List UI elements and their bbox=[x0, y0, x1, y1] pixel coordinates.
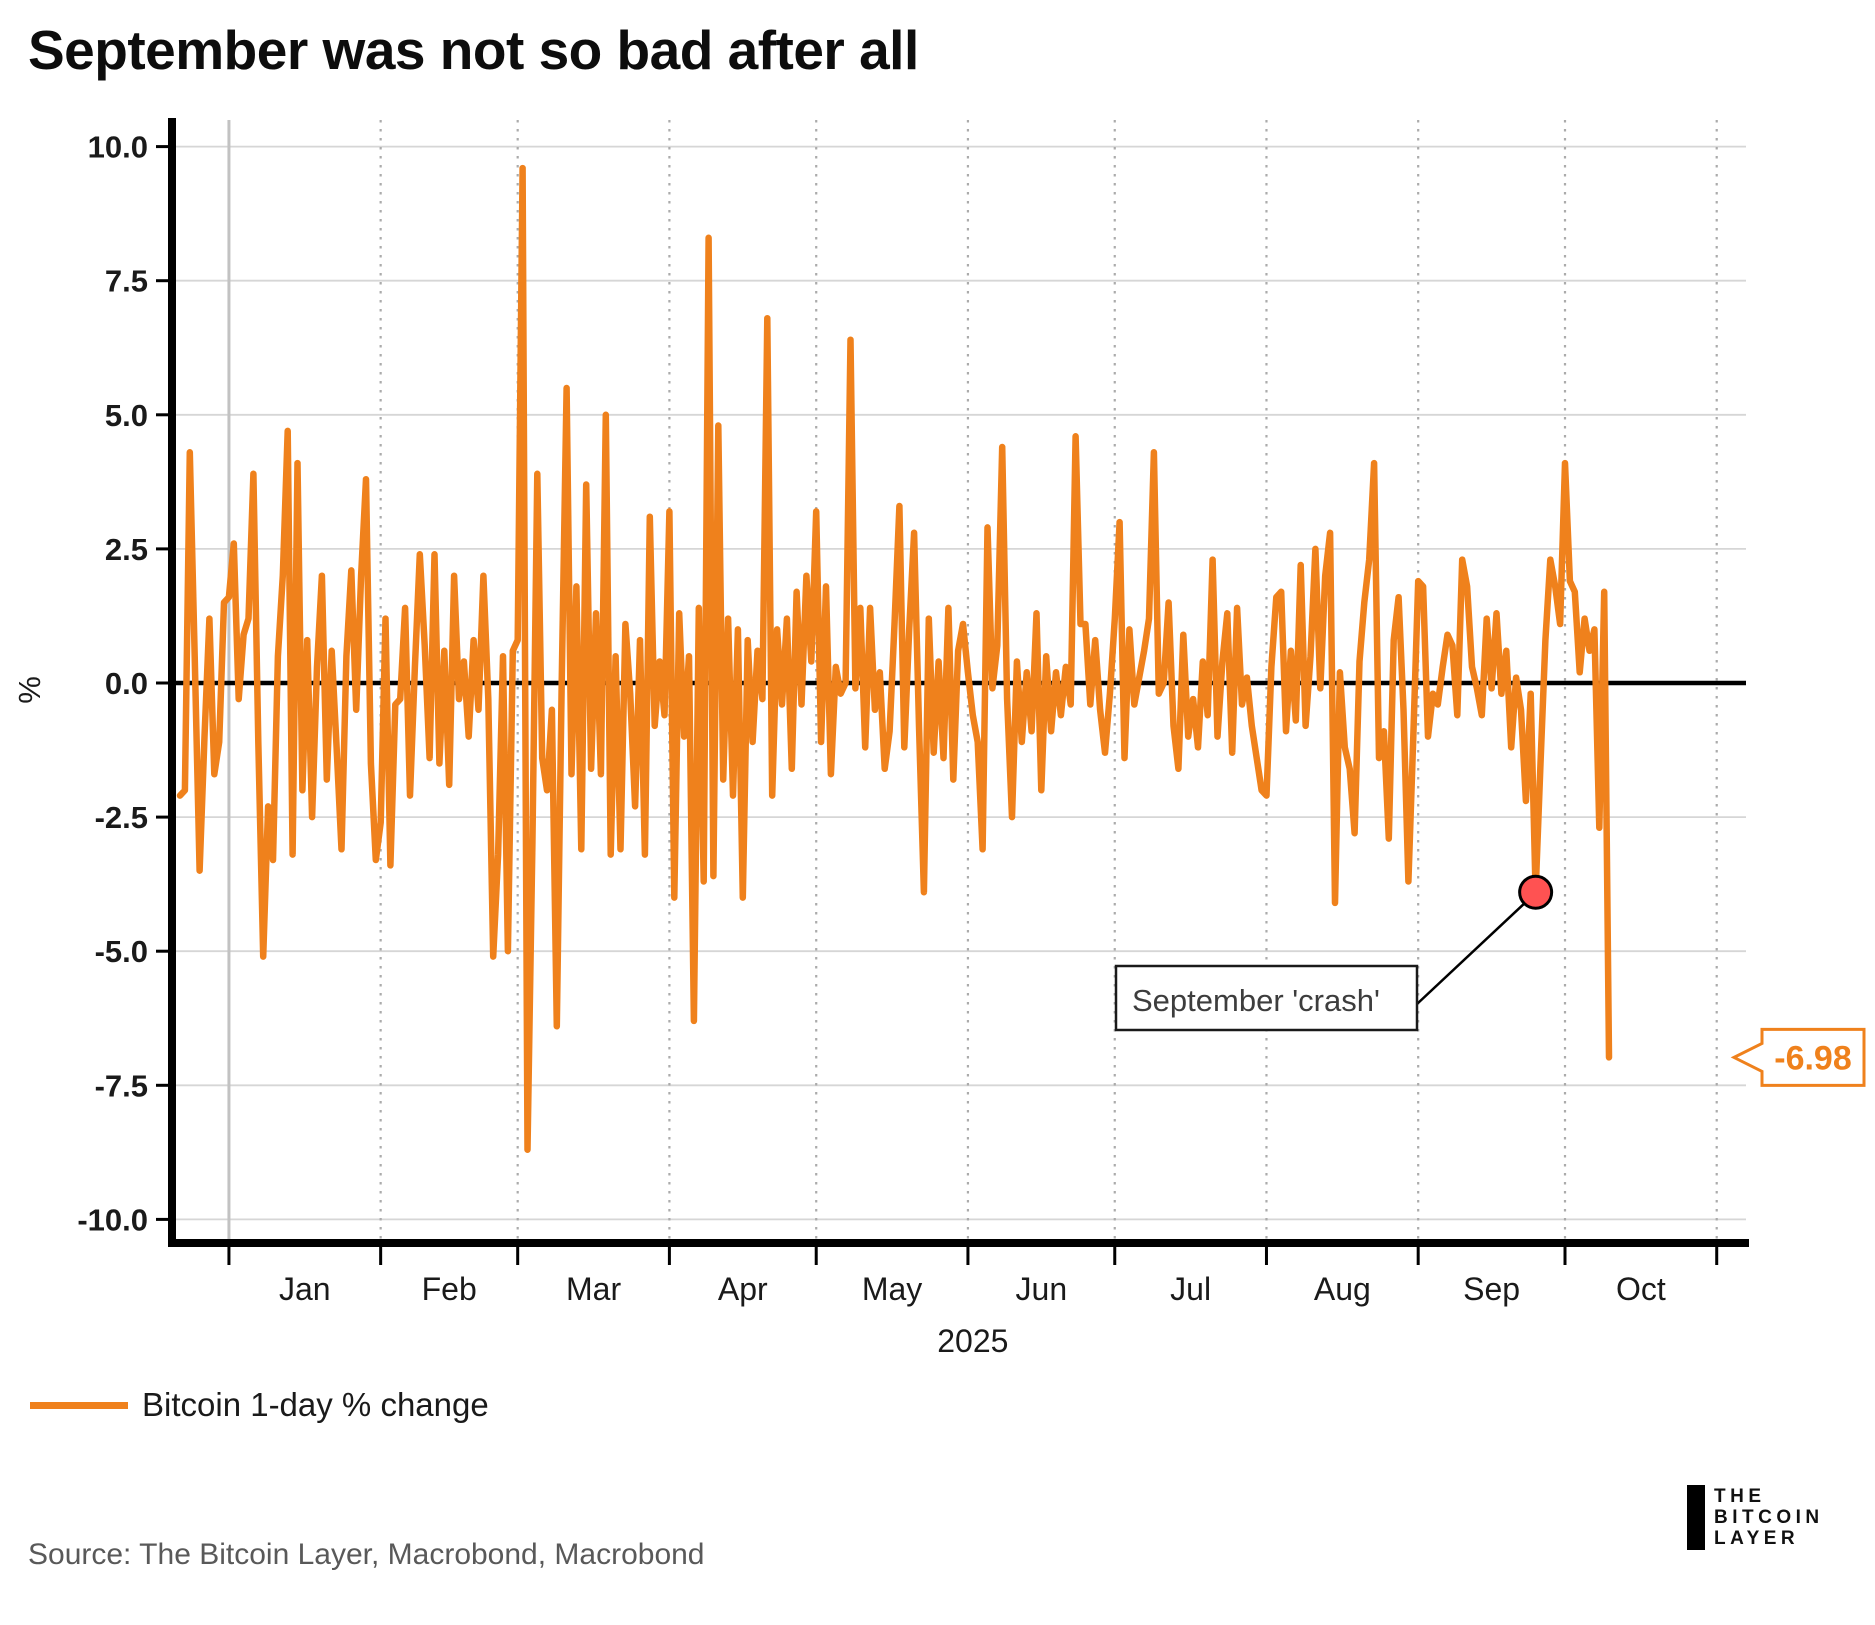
chart-legend: Bitcoin 1-day % change bbox=[30, 1386, 489, 1424]
bitcoin-series-line bbox=[176, 164, 1613, 1153]
legend-line-swatch bbox=[30, 1401, 128, 1409]
logo-text: THE BITCOIN LAYER bbox=[1714, 1485, 1824, 1550]
y-axis-title: % bbox=[12, 676, 47, 704]
logo-line-2: BITCOIN bbox=[1714, 1507, 1824, 1528]
y-tick-label: 10.0 bbox=[88, 130, 148, 165]
x-axis-year-label: 2025 bbox=[937, 1323, 1008, 1359]
x-tick-label: Mar bbox=[566, 1271, 621, 1307]
x-tick-label: Aug bbox=[1314, 1271, 1371, 1307]
x-tick-label: Jun bbox=[1016, 1271, 1068, 1307]
logo-line-1: THE bbox=[1714, 1486, 1766, 1507]
x-tick-label: Jul bbox=[1170, 1271, 1211, 1307]
x-tick-label: Apr bbox=[718, 1271, 768, 1307]
source-text: Source: The Bitcoin Layer, Macrobond, Ma… bbox=[28, 1538, 705, 1571]
y-tick-label: 5.0 bbox=[105, 398, 148, 433]
y-tick-label: -5.0 bbox=[95, 934, 148, 969]
legend-label: Bitcoin 1-day % change bbox=[142, 1386, 489, 1423]
last-value-text: -6.98 bbox=[1774, 1039, 1852, 1077]
y-tick-label: 0.0 bbox=[105, 666, 148, 701]
crash-annotation-text: September 'crash' bbox=[1132, 983, 1380, 1018]
y-tick-label: -2.5 bbox=[95, 800, 148, 835]
y-tick-label: -7.5 bbox=[95, 1068, 148, 1103]
y-tick-label: -10.0 bbox=[77, 1202, 148, 1237]
x-tick-label: May bbox=[862, 1271, 922, 1307]
y-tick-label: 7.5 bbox=[105, 264, 148, 299]
y-tick-label: 2.5 bbox=[105, 532, 148, 567]
x-tick-label: Sep bbox=[1463, 1271, 1520, 1307]
crash-point-dot bbox=[1518, 874, 1554, 910]
crash-callout-line bbox=[1416, 902, 1526, 1005]
x-tick-label: Feb bbox=[422, 1271, 477, 1307]
crash-annotation-box bbox=[1114, 964, 1419, 1032]
logo-line-3: LAYER bbox=[1714, 1528, 1800, 1549]
logo-bar-icon bbox=[1687, 1485, 1705, 1550]
bitcoin-layer-logo: THE BITCOIN LAYER bbox=[1687, 1485, 1824, 1550]
x-tick-label: Oct bbox=[1616, 1271, 1666, 1307]
x-tick-label: Jan bbox=[279, 1271, 331, 1307]
last-value-tag bbox=[1730, 1027, 1866, 1087]
page-title: September was not so bad after all bbox=[28, 19, 919, 81]
